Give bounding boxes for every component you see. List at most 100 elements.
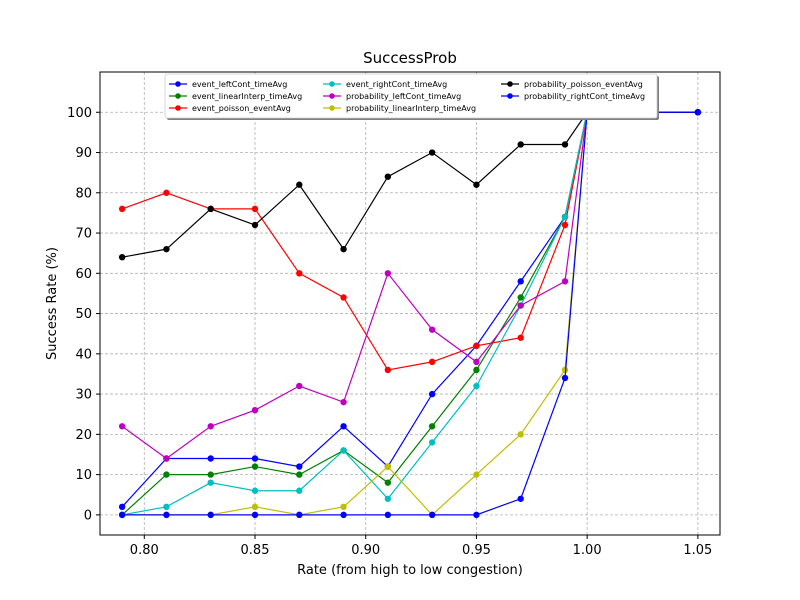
legend-item: event_poisson_eventAvg [169, 104, 291, 113]
data-point [384, 479, 392, 486]
data-point [428, 326, 436, 333]
data-point [517, 495, 524, 502]
legend-label: probability_poisson_eventAvg [524, 80, 643, 89]
y-tick-label: 0 [84, 508, 92, 523]
data-point [296, 270, 303, 277]
data-point [340, 447, 347, 454]
data-point [251, 221, 259, 229]
data-point [118, 511, 126, 519]
data-point [296, 471, 303, 478]
data-point [384, 495, 392, 502]
data-point [251, 406, 259, 414]
data-point [207, 479, 214, 486]
x-tick-label: 0.80 [130, 543, 159, 558]
data-point [163, 245, 170, 253]
legend-item: event_linearInterp_timeAvg [169, 92, 302, 101]
legend-item: event_rightCont_timeAvg [323, 80, 447, 89]
data-point [163, 503, 170, 511]
chart-title: SuccessProb [363, 49, 457, 67]
y-tick-label: 30 [75, 388, 92, 403]
series-probability_rightCont_timeAvg [118, 109, 702, 519]
y-tick-label: 70 [75, 227, 92, 242]
data-point [694, 109, 702, 116]
legend-label: event_rightCont_timeAvg [346, 80, 447, 89]
data-point [561, 221, 569, 229]
legend: event_leftCont_timeAvg event_linearInterp… [164, 73, 659, 120]
legend-item: event_leftCont_timeAvg [169, 80, 287, 89]
y-tick-label: 100 [67, 106, 92, 121]
data-point [473, 358, 480, 366]
data-point [340, 503, 347, 511]
data-point [207, 423, 214, 430]
data-point [384, 270, 392, 277]
data-point [561, 374, 569, 382]
data-point [473, 342, 480, 349]
x-axis-label: Rate (from high to low congestion) [297, 563, 523, 578]
legend-item: probability_rightCont_timeAvg [501, 92, 645, 101]
data-point [561, 278, 569, 285]
data-point [561, 366, 569, 374]
data-point [428, 358, 436, 366]
y-tick-label: 10 [75, 468, 92, 483]
data-point [207, 205, 214, 213]
x-tick-label: 1.05 [683, 543, 712, 558]
legend-swatch-marker [175, 93, 181, 99]
data-point [207, 511, 214, 519]
legend-label: probability_linearInterp_timeAvg [346, 104, 476, 113]
data-point [296, 511, 303, 519]
data-point [118, 205, 126, 213]
data-point [296, 463, 303, 470]
data-point [384, 463, 392, 470]
data-point [473, 366, 480, 374]
legend-label: event_linearInterp_timeAvg [192, 92, 302, 101]
data-point [340, 511, 347, 519]
data-point [517, 302, 524, 309]
data-point [428, 423, 436, 430]
data-point [340, 245, 347, 253]
data-point [517, 278, 524, 285]
legend-swatch-marker [175, 105, 181, 111]
x-tick-label: 0.95 [462, 543, 491, 558]
data-point [428, 511, 436, 519]
legend-swatch-marker [507, 93, 513, 99]
legend-box [164, 73, 658, 119]
data-point [473, 181, 480, 188]
data-point [384, 173, 392, 180]
data-point [118, 254, 126, 261]
legend-item: probability_linearInterp_timeAvg [323, 104, 476, 113]
ticks: 0.80 0.85 0.90 0.95 1.00 1.05 0 10 20 30 40 50 60 70 8… [67, 106, 712, 558]
data-point [207, 455, 214, 462]
legend-swatch-marker [329, 105, 335, 111]
data-point [561, 141, 569, 148]
data-point [163, 455, 170, 462]
legend-swatch-marker [329, 81, 335, 87]
data-point [517, 431, 524, 438]
data-point [296, 181, 303, 188]
data-point [118, 423, 126, 430]
data-point [340, 423, 347, 430]
y-tick-label: 20 [75, 428, 92, 443]
legend-label: probability_leftCont_timeAvg [346, 92, 461, 101]
y-tick-label: 80 [75, 186, 92, 201]
data-point [207, 471, 214, 478]
data-point [517, 141, 524, 148]
data-point [473, 511, 480, 519]
legend-swatch-marker [329, 93, 335, 99]
plot-frame [99, 71, 721, 536]
y-tick-label: 40 [75, 347, 92, 362]
data-point [163, 189, 170, 196]
y-tick-label: 60 [75, 267, 92, 282]
data-point [251, 511, 259, 519]
data-point [384, 366, 392, 374]
y-tick-label: 50 [75, 307, 92, 322]
x-tick-label: 1.00 [573, 543, 602, 558]
x-tick-label: 0.90 [351, 543, 380, 558]
y-axis-label: Success Rate (%) [45, 247, 60, 360]
data-point [340, 398, 347, 406]
data-point [296, 487, 303, 494]
legend-swatch-marker [507, 81, 513, 87]
data-point [428, 149, 436, 156]
data-point [296, 382, 303, 390]
data-point [561, 213, 569, 221]
legend-label: event_leftCont_timeAvg [192, 80, 287, 89]
